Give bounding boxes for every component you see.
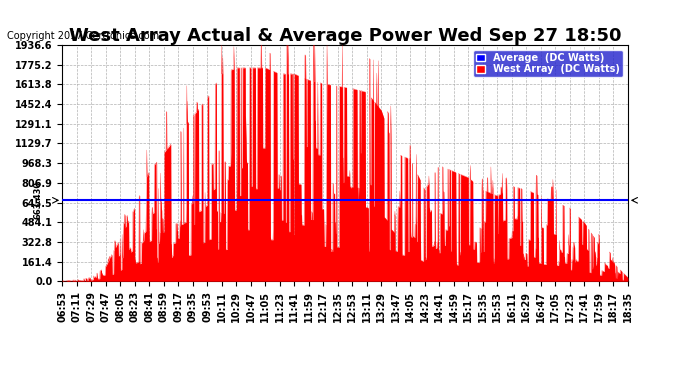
Text: Copyright 2017 Certronics.com: Copyright 2017 Certronics.com [7,32,159,41]
Title: West Array Actual & Average Power Wed Sep 27 18:50: West Array Actual & Average Power Wed Se… [69,27,621,45]
Text: 663.430: 663.430 [33,181,42,219]
Legend: Average  (DC Watts), West Array  (DC Watts): Average (DC Watts), West Array (DC Watts… [473,50,623,77]
